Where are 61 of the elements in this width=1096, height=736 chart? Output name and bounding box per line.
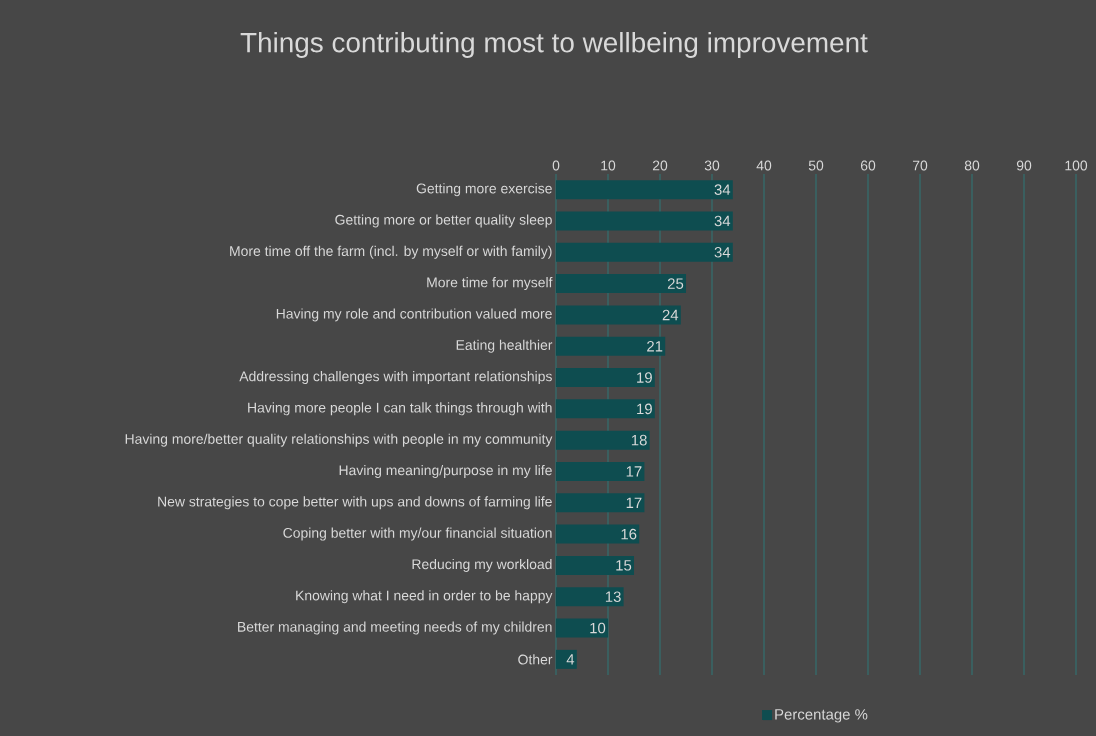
y-tick-label: Knowing what I need in order to be happy xyxy=(296,590,553,604)
data-label: 19 xyxy=(637,403,652,415)
data-label: 25 xyxy=(667,278,684,289)
y-tick-label: Having more/better quality relationships with people in my community xyxy=(125,433,553,447)
bar xyxy=(556,430,650,450)
bar xyxy=(556,305,681,325)
data-label: 13 xyxy=(605,591,621,603)
bar xyxy=(556,524,640,544)
y-tick-label: Getting more exercise xyxy=(416,183,552,197)
y-tick-label: Reducing my workload xyxy=(412,558,552,572)
y-tick-label: Other xyxy=(518,654,553,665)
bar xyxy=(556,461,645,481)
bar xyxy=(556,587,624,607)
x-tick-label: 90 xyxy=(1016,160,1032,171)
y-tick-label: Coping better with my/our financial situation xyxy=(283,527,552,541)
data-label: 34 xyxy=(714,184,731,195)
y-tick-label: Having meaning/purpose in my life xyxy=(339,464,552,478)
data-label: 17 xyxy=(626,497,642,508)
x-tick-label: 50 xyxy=(808,160,824,171)
y-tick-label: More time off the farm (incl. by myself or with family) xyxy=(230,245,552,259)
y-tick-label: Having my role and contribution valued more xyxy=(276,308,552,322)
bar xyxy=(556,274,686,294)
x-tick-label: 80 xyxy=(964,160,980,171)
bar xyxy=(556,649,577,669)
y-tick-label: More time for myself xyxy=(427,277,553,291)
legend-label: Percentage % xyxy=(775,709,868,723)
data-label: 4 xyxy=(566,654,575,665)
data-label: 24 xyxy=(662,309,679,321)
data-label: 15 xyxy=(616,560,632,571)
y-tick-label: New strategies to cope better with ups and downs of farming life xyxy=(158,496,552,510)
data-label: 21 xyxy=(647,341,663,352)
bar xyxy=(556,555,634,575)
data-label: 18 xyxy=(631,434,647,446)
x-tick-label: 60 xyxy=(860,160,876,171)
bar xyxy=(556,336,666,356)
data-label: 19 xyxy=(637,372,652,383)
x-tick-label: 40 xyxy=(756,160,772,171)
chart-title: Things contributing most to wellbeing improvement xyxy=(240,32,868,58)
x-tick-label: 20 xyxy=(652,160,668,171)
bar xyxy=(556,493,645,513)
y-tick-label: Eating healthier xyxy=(456,339,553,353)
bar xyxy=(556,180,733,200)
bar xyxy=(556,618,608,638)
bar xyxy=(556,368,655,388)
x-tick-label: 100 xyxy=(1065,160,1088,171)
bar xyxy=(556,211,733,231)
data-label: 34 xyxy=(714,246,731,258)
bar xyxy=(556,242,733,262)
data-label: 17 xyxy=(626,466,642,477)
x-tick-label: 0 xyxy=(552,160,560,171)
bar xyxy=(556,399,655,419)
y-tick-label: Having more people I can talk things through with xyxy=(248,402,552,416)
y-tick-label: Getting more or better quality sleep xyxy=(335,214,552,228)
y-tick-label: Addressing challenges with important relationships xyxy=(239,371,552,385)
data-label: 16 xyxy=(621,528,637,540)
data-label: 34 xyxy=(714,215,731,227)
y-tick-label: Better managing and meeting needs of my children xyxy=(238,621,552,635)
x-tick-label: 70 xyxy=(912,160,928,171)
x-tick-label: 30 xyxy=(704,160,720,171)
x-tick-label: 10 xyxy=(601,160,616,171)
data-label: 10 xyxy=(590,622,606,634)
